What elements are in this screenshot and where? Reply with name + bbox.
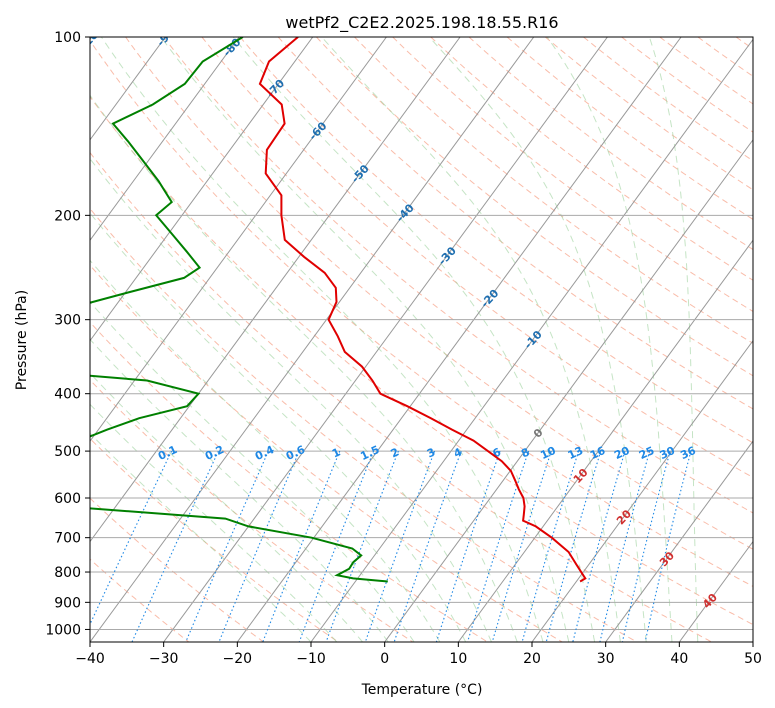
plot-frame <box>89 36 754 643</box>
isotherm-line <box>90 37 535 642</box>
mixing-ratio-line <box>262 450 341 642</box>
mixing-ratio-line <box>325 450 399 642</box>
temperature-profile-line <box>258 37 587 583</box>
isotherm-line <box>605 440 753 642</box>
chart-title: wetPf2_C2E2.2025.198.18.55.R16 <box>285 13 558 33</box>
y-tick-label: 1000 <box>45 622 81 638</box>
mixing-ratio-line <box>644 450 692 642</box>
dry-adiabat-line <box>90 151 712 642</box>
y-tick-label: 400 <box>54 387 81 403</box>
mixing-ratio-label: 25 <box>637 444 656 462</box>
y-tick-label: 200 <box>54 208 81 224</box>
mixing-ratio-line <box>90 450 173 626</box>
isotherm-line <box>236 37 682 642</box>
x-tick-label: 30 <box>597 651 615 667</box>
moist-adiabat-line <box>648 37 699 642</box>
mixing-ratio-label: 30 <box>658 444 678 462</box>
isotherm-line <box>457 239 753 642</box>
y-tick-label: 600 <box>54 491 81 507</box>
mixing-ratio-line <box>572 450 626 642</box>
mixing-ratio-label: 16 <box>588 444 608 462</box>
dry-adiabat-line <box>90 39 753 587</box>
moist-adiabat-line <box>160 37 570 642</box>
mixing-ratio-label: 13 <box>566 444 585 462</box>
moist-adiabat-line <box>90 372 363 642</box>
y-axis-title: Pressure (hPa) <box>14 290 30 390</box>
x-tick-label: 20 <box>523 651 541 667</box>
x-tick-label: −40 <box>75 651 105 667</box>
isotherm-line <box>90 37 387 442</box>
dry-adiabat-line <box>163 37 753 514</box>
x-tick-label: 0 <box>380 651 389 667</box>
mixing-ratio-line <box>364 450 436 642</box>
y-tick-label: 300 <box>54 313 81 329</box>
mixing-ratio-line <box>599 450 651 642</box>
moist-adiabat-line <box>100 37 544 642</box>
mixing-ratio-line <box>545 450 602 642</box>
y-tick-label: 100 <box>54 30 81 46</box>
isotherm-line <box>90 37 240 242</box>
profile-lines <box>90 37 587 583</box>
y-axis: 100 200 300 400 500 600 700 800 900 1000 <box>45 30 90 638</box>
y-tick-label: 700 <box>54 531 81 547</box>
x-axis: −40 −30 −20 −10 0 10 20 30 40 50 <box>75 642 762 667</box>
y-tick-label: 500 <box>54 444 81 460</box>
mixing-ratio-label: 20 <box>612 444 632 462</box>
isotherm-line <box>163 37 608 642</box>
mixing-ratio-line <box>435 450 501 642</box>
dry-adiabat-line <box>90 264 563 642</box>
dry-adiabat-line <box>201 37 753 479</box>
moist-adiabat-line <box>321 37 621 642</box>
mixing-ratio-label: 10 <box>538 444 558 462</box>
moist-adiabat-line <box>90 338 389 642</box>
dry-adiabat-line <box>90 207 638 642</box>
x-tick-label: 10 <box>449 651 467 667</box>
x-tick-label: −20 <box>223 651 253 667</box>
dry-adiabat-line <box>239 37 753 444</box>
isotherm-line <box>310 38 753 642</box>
background-grid <box>90 37 753 642</box>
moist-adiabat-line <box>546 37 673 642</box>
moist-adiabat-line <box>90 212 467 642</box>
dewpoint-profile-line <box>90 37 388 583</box>
mixing-ratio-label: 36 <box>678 444 698 462</box>
isotherm-line <box>90 37 314 342</box>
mixing-ratio-line <box>621 450 671 642</box>
isotherm-line <box>90 37 166 141</box>
isotherm-line <box>384 138 753 642</box>
y-tick-label: 900 <box>54 595 81 611</box>
moist-adiabat-line <box>90 157 492 642</box>
x-tick-label: −30 <box>149 651 179 667</box>
x-tick-label: 40 <box>670 651 688 667</box>
isotherm-line <box>531 339 753 642</box>
moist-adiabat-line <box>90 94 518 642</box>
moist-adiabat-line <box>428 37 647 642</box>
x-tick-label: −10 <box>296 651 326 667</box>
x-tick-label: 50 <box>744 651 762 667</box>
mixing-ratio-line <box>298 450 375 642</box>
mixing-ratio-line <box>521 450 580 642</box>
moist-adiabat-line <box>232 37 596 642</box>
y-tick-label: 800 <box>54 565 81 581</box>
moist-adiabat-line <box>90 259 441 642</box>
x-axis-title: Temperature (°C) <box>361 682 483 698</box>
